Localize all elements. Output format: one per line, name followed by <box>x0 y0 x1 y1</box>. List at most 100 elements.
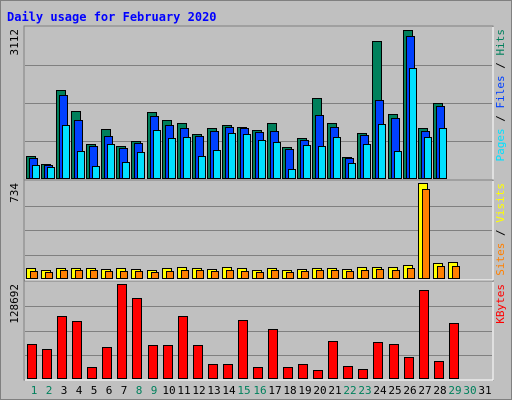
bottom-bar-kbytes <box>57 316 67 379</box>
top-bar-pages <box>198 156 206 179</box>
middle-bar-sites <box>90 270 98 279</box>
top-bar-pages <box>137 152 145 179</box>
x-tick-label: 29 <box>448 384 461 397</box>
middle-bar-sites <box>45 272 53 279</box>
top-bar-pages <box>168 138 176 179</box>
x-tick-label: 5 <box>91 384 98 397</box>
top-bar-pages <box>378 124 386 179</box>
middle-bar-sites <box>241 271 249 279</box>
x-tick-label: 23 <box>358 384 371 397</box>
bottom-bar-kbytes <box>268 329 278 379</box>
middle-bar-sites <box>331 270 339 279</box>
middle-bar-sites <box>166 271 174 279</box>
x-tick-label: 15 <box>237 384 250 397</box>
top-bar-pages <box>273 142 281 179</box>
middle-bar-sites <box>301 271 309 279</box>
bottom-bar-kbytes <box>163 345 173 379</box>
bottom-max-label: 128692 <box>8 284 21 324</box>
x-tick-label: 20 <box>313 384 326 397</box>
legend-item-files: Files <box>494 75 507 108</box>
x-tick-label: 19 <box>298 384 311 397</box>
top-bar-pages <box>62 125 70 179</box>
x-tick-label: 10 <box>162 384 175 397</box>
bottom-bar-kbytes <box>328 341 338 379</box>
bottom-bar-kbytes <box>419 290 429 379</box>
middle-bar-sites <box>211 271 219 279</box>
top-bar-pages <box>258 140 266 179</box>
top-bar-pages <box>394 151 402 179</box>
x-tick-label: 7 <box>121 384 128 397</box>
x-tick-label: 8 <box>136 384 143 397</box>
bottom-bar-kbytes <box>178 316 188 379</box>
top-bar-pages <box>92 166 100 179</box>
x-tick-label: 4 <box>76 384 83 397</box>
middle-bar-sites <box>60 270 68 279</box>
middle-bar-sites <box>346 271 354 279</box>
x-tick-label: 16 <box>253 384 266 397</box>
top-max-label: 3112 <box>8 29 21 56</box>
middle-bar-sites <box>361 270 369 279</box>
middle-max-label: 734 <box>8 183 21 203</box>
legend-item-visits: Visits <box>494 183 507 223</box>
bottom-bar-kbytes <box>42 349 52 379</box>
middle-bar-sites <box>120 271 128 279</box>
middle-bar-sites <box>392 270 400 279</box>
legend-item-sites: Sites <box>494 243 507 276</box>
top-bar-pages <box>318 146 326 179</box>
x-tick-label: 14 <box>222 384 236 397</box>
top-bar-pages <box>288 169 296 179</box>
bottom-panel: 128692 KBytes <box>8 280 507 381</box>
top-bar-pages <box>77 151 85 179</box>
top-bar-pages <box>153 130 161 179</box>
x-tick-label: 3 <box>61 384 68 397</box>
middle-bar-sites <box>135 271 143 279</box>
middle-bar-sites <box>105 271 113 279</box>
x-tick-label: 27 <box>418 384 431 397</box>
legend-item-hits: Hits <box>494 29 507 56</box>
x-tick-label: 21 <box>328 384 341 397</box>
middle-bar-sites <box>226 270 234 279</box>
legend-separator: / <box>494 223 507 243</box>
bottom-bar-kbytes <box>27 344 37 379</box>
bottom-bar-kbytes <box>298 364 308 379</box>
x-tick-label: 18 <box>283 384 296 397</box>
bottom-bar-kbytes <box>117 284 127 379</box>
top-panel: 3112 Pages / Files / Hits <box>8 25 507 181</box>
bottom-bar-kbytes <box>404 357 414 379</box>
bottom-bar-kbytes <box>223 364 233 379</box>
middle-panel: 734 Sites / Visits <box>8 179 507 281</box>
bottom-bar-kbytes <box>238 320 248 379</box>
bottom-legend: KBytes <box>494 284 507 324</box>
top-bar-pages <box>183 137 191 179</box>
x-tick-label: 9 <box>151 384 158 397</box>
middle-bar-sites <box>376 269 384 279</box>
x-tick-label: 2 <box>46 384 53 397</box>
top-bar-pages <box>424 137 432 179</box>
middle-bar-sites <box>407 268 415 279</box>
top-bar-pages <box>243 134 251 179</box>
middle-bar-sites <box>422 189 430 279</box>
top-bar-pages <box>47 167 55 179</box>
bottom-bar-kbytes <box>283 367 293 379</box>
top-bar-pages <box>363 144 371 179</box>
top-bar-pages <box>303 145 311 179</box>
bottom-bar-kbytes <box>389 344 399 379</box>
middle-bar-sites <box>452 266 460 279</box>
x-axis-labels: 1 2 3 4 5 6 7 8 9 10 11 12 13 14 15 16 17 18 19 20 21 22 23 24 2… <box>31 384 492 397</box>
middle-bar-sites <box>196 270 204 279</box>
bottom-bar-kbytes <box>373 342 383 379</box>
legend-item-pages: Pages <box>494 128 507 161</box>
middle-bar-sites <box>316 270 324 279</box>
bottom-bar-kbytes <box>87 367 97 379</box>
bottom-bar-kbytes <box>343 366 353 379</box>
x-tick-label: 1 <box>31 384 38 397</box>
middle-bar-sites <box>151 272 159 279</box>
top-legend: Pages / Files / Hits <box>494 29 507 162</box>
top-bar-pages <box>439 128 447 179</box>
top-bar-pages <box>122 162 130 179</box>
x-tick-label: 17 <box>268 384 281 397</box>
legend-separator: / <box>494 109 507 129</box>
x-tick-label: 25 <box>388 384 401 397</box>
bottom-bar-kbytes <box>72 321 82 379</box>
